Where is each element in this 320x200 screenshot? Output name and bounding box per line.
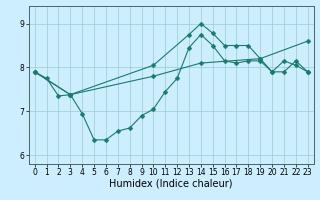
X-axis label: Humidex (Indice chaleur): Humidex (Indice chaleur) [109, 179, 233, 189]
